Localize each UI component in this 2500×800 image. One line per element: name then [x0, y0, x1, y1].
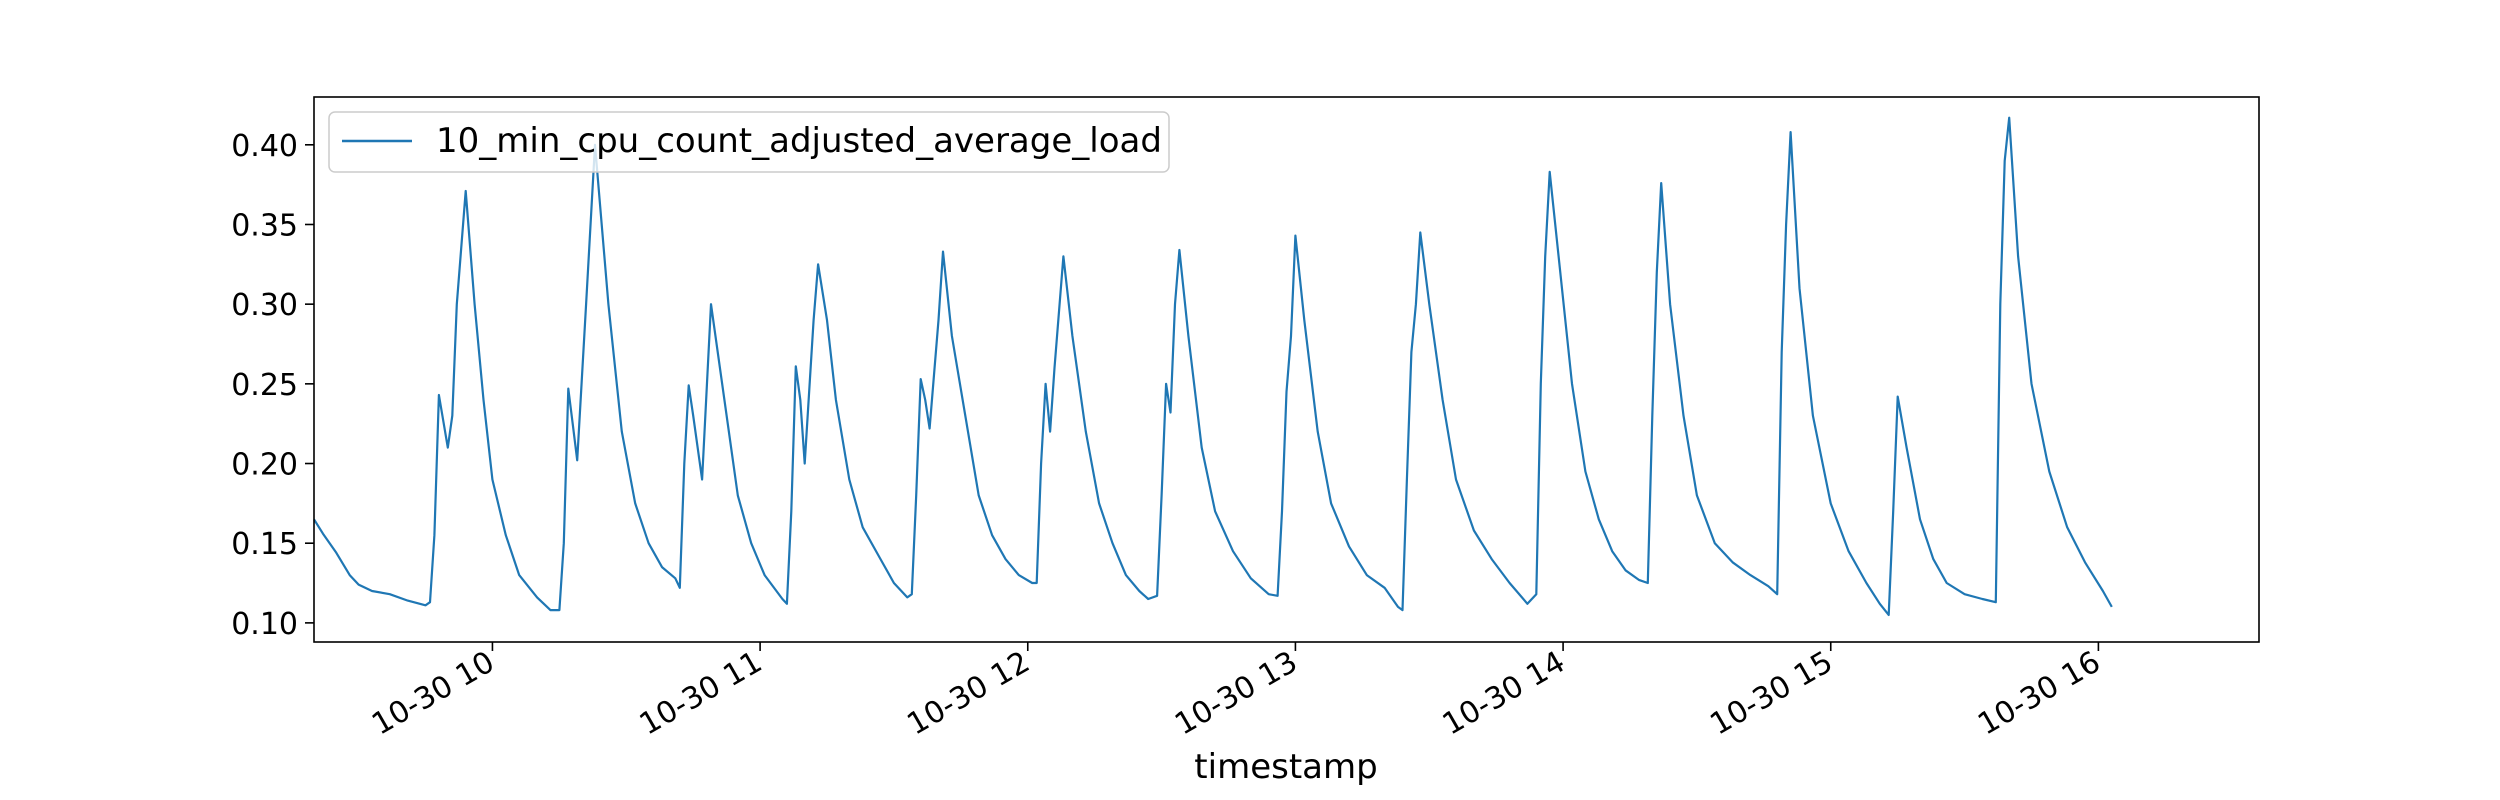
y-tick-label: 0.10: [231, 607, 298, 642]
y-tick-label: 0.35: [231, 208, 298, 243]
x-tick-label: 10-30 13: [1169, 645, 1303, 743]
legend: 10_min_cpu_count_adjusted_average_load: [328, 111, 1170, 173]
y-axis: 0.10 0.15 0.20 0.25 0.30 0.35 0.40: [231, 129, 314, 642]
x-tick-label: 10-30 14: [1437, 645, 1571, 743]
x-axis-title: timestamp: [1194, 747, 1377, 787]
x-axis: 10-30 10 10-30 11 10-30 12 10-30 13 10-30 14…: [366, 642, 2106, 742]
y-tick-label: 0.40: [231, 129, 298, 164]
x-tick-label: 10-30 10: [366, 645, 500, 743]
y-tick-label: 0.30: [231, 288, 298, 323]
x-tick-label: 10-30 16: [1972, 645, 2106, 743]
x-tick-label: 10-30 11: [634, 645, 768, 743]
y-tick-label: 0.15: [231, 527, 298, 562]
legend-box: [328, 111, 1170, 173]
x-tick-label: 10-30 15: [1704, 645, 1838, 743]
x-tick-label: 10-30 12: [901, 645, 1035, 743]
legend-label: 10_min_cpu_count_adjusted_average_load: [436, 121, 1162, 161]
y-tick-label: 0.25: [231, 368, 298, 403]
plot-area: [314, 97, 2259, 642]
y-tick-label: 0.20: [231, 448, 298, 483]
axes-frame: [313, 96, 2260, 643]
